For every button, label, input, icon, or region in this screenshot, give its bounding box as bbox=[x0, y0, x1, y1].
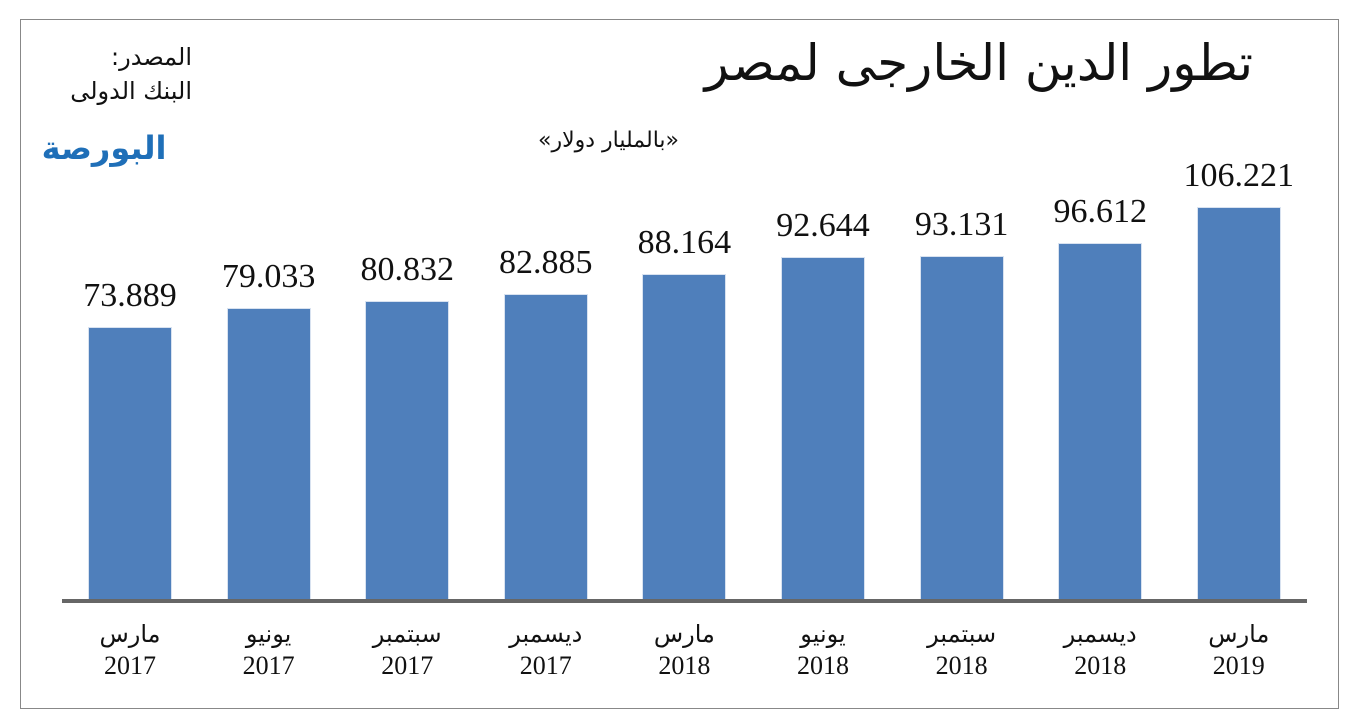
x-tick-label: مارس 2019 bbox=[1169, 618, 1309, 682]
data-label: 73.889 bbox=[83, 276, 177, 314]
x-tick-year: 2017 bbox=[381, 651, 434, 680]
x-tick-year: 2018 bbox=[658, 651, 711, 680]
x-tick-year: 2017 bbox=[104, 651, 156, 680]
data-label: 80.832 bbox=[360, 251, 454, 289]
x-tick-month: ديسمبر bbox=[1063, 620, 1137, 648]
data-label: 88.164 bbox=[637, 224, 732, 261]
x-tick-label: سبتمبر 2017 bbox=[337, 618, 477, 682]
x-tick-year: 2018 bbox=[797, 651, 849, 680]
data-label: 82.885 bbox=[499, 243, 593, 281]
x-tick-label: ديسمبر 2017 bbox=[476, 618, 616, 682]
source-value: البنك الدولى bbox=[70, 77, 192, 105]
x-tick-year: 2019 bbox=[1212, 651, 1265, 680]
chart-frame bbox=[20, 19, 1339, 709]
bar bbox=[226, 307, 311, 600]
bar bbox=[1058, 242, 1143, 600]
x-axis-line bbox=[62, 599, 1307, 603]
x-tick-year: 2018 bbox=[1074, 651, 1127, 680]
bar bbox=[503, 293, 588, 600]
x-tick-month: يونيو bbox=[800, 620, 846, 648]
bar bbox=[781, 257, 865, 600]
logo: البورصة bbox=[41, 129, 167, 167]
data-label: 79.033 bbox=[221, 257, 316, 295]
x-tick-label: يونيو 2018 bbox=[753, 618, 893, 682]
x-tick-label: مارس 2018 bbox=[614, 618, 754, 682]
bar bbox=[919, 255, 1004, 600]
source-label: المصدر: bbox=[111, 43, 192, 71]
data-label: 92.644 bbox=[776, 207, 870, 245]
source-note: المصدر: البنك الدولى bbox=[40, 40, 192, 108]
data-label: 93.131 bbox=[914, 205, 1009, 243]
x-tick-month: مارس bbox=[99, 620, 161, 648]
bar bbox=[642, 274, 727, 600]
x-tick-year: 2017 bbox=[242, 651, 295, 680]
bar bbox=[1196, 207, 1281, 600]
x-tick-year: 2017 bbox=[519, 651, 572, 680]
chart-title: تطور الدين الخارجى لمصر bbox=[704, 34, 1253, 92]
x-tick-month: مارس bbox=[1208, 620, 1270, 648]
x-tick-month: يونيو bbox=[245, 620, 292, 648]
bar bbox=[365, 301, 450, 600]
x-tick-label: مارس 2017 bbox=[60, 618, 200, 682]
x-tick-month: ديسمبر bbox=[509, 620, 583, 648]
bar bbox=[88, 326, 172, 600]
x-tick-label: يونيو 2017 bbox=[199, 618, 339, 682]
x-tick-year: 2018 bbox=[935, 651, 988, 680]
x-tick-month: سبتمبر bbox=[372, 620, 442, 648]
x-tick-label: سبتمبر 2018 bbox=[892, 618, 1032, 682]
x-tick-month: مارس bbox=[653, 620, 715, 648]
data-label: 96.612 bbox=[1053, 192, 1147, 230]
data-label: 106.221 bbox=[1183, 157, 1295, 195]
x-tick-label: ديسمبر 2018 bbox=[1030, 618, 1170, 682]
x-tick-month: سبتمبر bbox=[927, 620, 997, 648]
chart-subtitle: «بالمليار دولار» bbox=[538, 128, 680, 153]
